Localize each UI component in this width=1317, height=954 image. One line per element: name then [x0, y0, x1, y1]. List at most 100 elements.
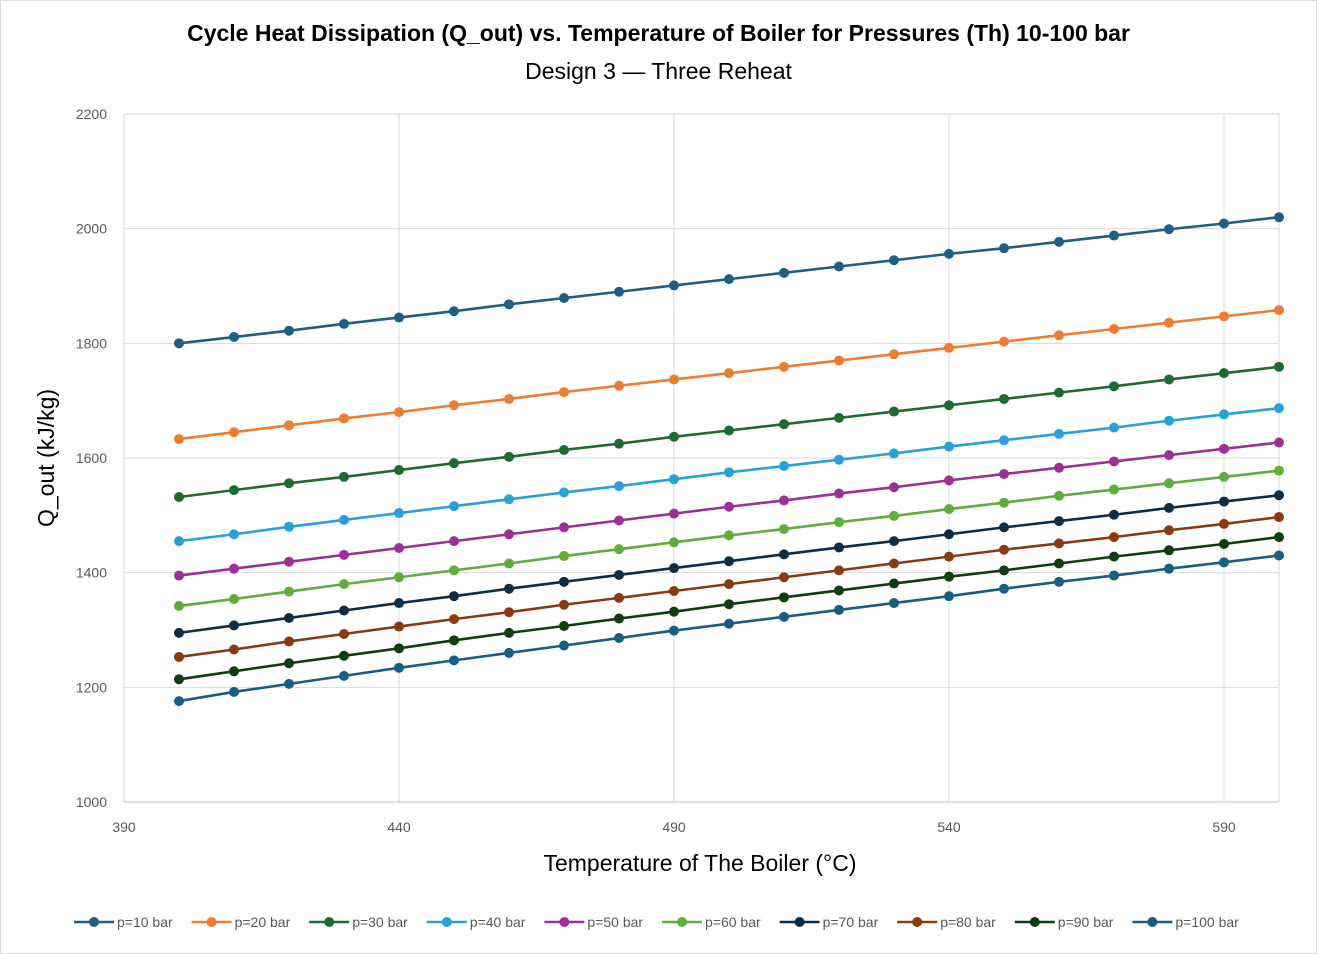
- data-point: [779, 419, 789, 430]
- data-point: [394, 621, 404, 632]
- data-point: [999, 544, 1009, 555]
- data-point: [174, 338, 184, 349]
- data-point: [724, 599, 734, 610]
- data-point: [669, 280, 679, 291]
- series-2: [174, 305, 1284, 445]
- legend-item: p=90 bar: [1014, 914, 1114, 930]
- data-point: [779, 461, 789, 472]
- series-10: [174, 550, 1284, 707]
- legend-marker: [324, 917, 335, 927]
- data-point: [944, 475, 954, 486]
- legend: p=10 bar p=20 bar p=30 bar p=40 bar p=50 bar…: [74, 914, 1239, 930]
- series-6: [174, 465, 1284, 611]
- data-point: [944, 529, 954, 540]
- legend-marker: [794, 917, 805, 927]
- data-point: [229, 644, 239, 655]
- data-point: [724, 556, 734, 567]
- data-point: [1109, 230, 1119, 241]
- data-point: [504, 451, 514, 462]
- data-point: [1219, 443, 1229, 454]
- data-point: [1109, 570, 1119, 581]
- legend-marker: [89, 917, 99, 927]
- data-point: [394, 598, 404, 609]
- data-point: [1219, 409, 1229, 420]
- data-point: [999, 469, 1009, 480]
- data-point: [669, 586, 679, 597]
- data-point: [999, 393, 1009, 404]
- data-point: [724, 618, 734, 629]
- data-point: [174, 696, 184, 707]
- x-tick-label: 440: [387, 819, 411, 835]
- y-tick-label: 1000: [76, 794, 107, 810]
- data-point: [174, 536, 184, 547]
- data-point: [669, 625, 679, 636]
- data-point: [1109, 456, 1119, 467]
- data-point: [1164, 478, 1174, 489]
- y-tick-label: 1400: [76, 565, 107, 581]
- data-point: [1109, 509, 1119, 520]
- data-point: [779, 611, 789, 622]
- legend-marker: [912, 917, 923, 927]
- data-point: [1109, 551, 1119, 562]
- data-point: [504, 558, 514, 569]
- data-point: [559, 522, 569, 533]
- data-point: [174, 434, 184, 445]
- data-point: [339, 514, 349, 525]
- legend-marker: [1147, 917, 1158, 927]
- data-point: [614, 569, 624, 580]
- data-point: [339, 549, 349, 560]
- data-point: [174, 674, 184, 685]
- data-point: [834, 412, 844, 423]
- data-point: [669, 563, 679, 574]
- data-point: [999, 435, 1009, 446]
- legend-label: p=50 bar: [587, 914, 643, 930]
- data-point: [339, 471, 349, 482]
- data-point: [504, 607, 514, 618]
- data-point: [1274, 437, 1284, 448]
- data-point: [834, 517, 844, 528]
- data-point: [1219, 471, 1229, 482]
- x-tick-label: 540: [937, 819, 961, 835]
- data-point: [559, 444, 569, 455]
- data-point: [614, 380, 624, 391]
- data-point: [889, 558, 899, 569]
- data-point: [889, 255, 899, 266]
- legend-label: p=70 bar: [823, 914, 879, 930]
- data-point: [504, 494, 514, 505]
- data-point: [1274, 212, 1284, 223]
- data-point: [394, 662, 404, 673]
- x-tick-label: 590: [1212, 819, 1236, 835]
- data-point: [944, 400, 954, 411]
- data-point: [999, 522, 1009, 533]
- data-point: [1054, 558, 1064, 569]
- y-axis-ticks: 1000 1200 1400 1600 1800 2000 2200: [76, 106, 107, 810]
- data-point: [1274, 305, 1284, 316]
- x-axis-title: Temperature of The Boiler (°C): [543, 850, 856, 876]
- data-point: [724, 579, 734, 590]
- data-point: [1219, 557, 1229, 568]
- legend-item: p=70 bar: [779, 914, 879, 930]
- data-point: [174, 627, 184, 638]
- data-point: [1219, 311, 1229, 322]
- data-point: [1109, 532, 1119, 543]
- data-point: [339, 670, 349, 681]
- data-point: [1164, 525, 1174, 536]
- data-point: [229, 427, 239, 438]
- data-point: [1274, 532, 1284, 543]
- data-point: [1109, 484, 1119, 495]
- data-point: [504, 393, 514, 404]
- data-point: [559, 620, 569, 631]
- data-point: [1109, 324, 1119, 334]
- data-point: [944, 504, 954, 515]
- data-point: [449, 565, 459, 576]
- data-point: [394, 465, 404, 476]
- data-point: [229, 529, 239, 540]
- data-point: [1054, 236, 1064, 247]
- data-point: [174, 570, 184, 581]
- data-point: [229, 620, 239, 631]
- data-point: [449, 655, 459, 666]
- series-4: [174, 403, 1284, 547]
- data-point: [614, 515, 624, 526]
